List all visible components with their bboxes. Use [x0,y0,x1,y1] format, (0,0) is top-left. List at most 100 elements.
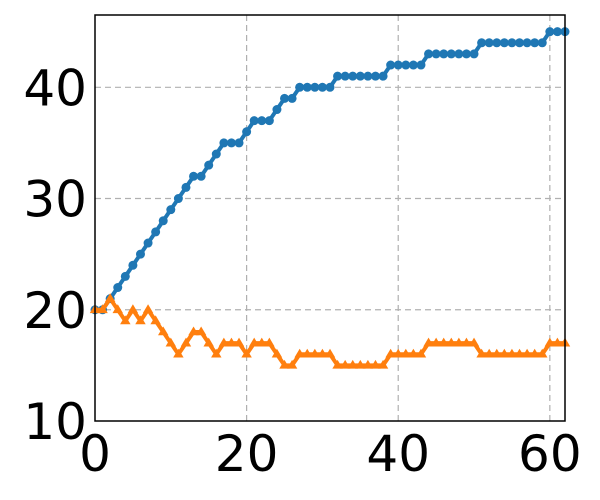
data-point [537,38,547,48]
data-point [514,348,525,358]
data-point [195,326,207,336]
data-point [127,304,139,314]
data-point [325,82,335,92]
data-point [424,49,434,59]
data-point [309,348,321,358]
data-point [469,49,479,59]
data-point [150,315,161,325]
data-point [173,348,184,358]
data-point [552,27,562,37]
data-point [491,348,502,358]
data-point [249,116,259,126]
data-point [120,271,130,281]
data-point [362,359,374,369]
data-point [461,49,471,59]
data-point [454,49,464,59]
data-point [423,337,434,347]
data-point [158,326,169,336]
data-point [348,71,358,81]
data-point [468,337,480,347]
data-point [242,127,252,137]
data-point [347,359,358,369]
data-point [431,49,441,59]
x-tick-label: 20 [215,425,279,483]
data-point [189,171,199,181]
data-point [415,348,427,358]
series-1 [90,27,570,315]
data-point [151,227,161,237]
data-point [264,337,275,347]
data-point [188,326,199,336]
data-point [521,348,533,358]
x-tick-label: 40 [366,425,430,483]
y-tick-label: 20 [23,282,87,340]
data-point [241,348,252,358]
data-point [248,337,260,347]
data-point [355,359,366,369]
data-point [180,337,192,347]
data-point [143,238,153,248]
data-point [264,116,274,126]
data-point [522,38,532,48]
data-point [234,138,244,148]
data-point [271,348,283,358]
series-layer [89,27,571,369]
data-point [453,337,465,347]
data-point [386,60,396,70]
data-point [158,216,168,226]
data-point [113,283,123,293]
y-tick-label: 30 [23,171,87,229]
data-point [461,337,472,347]
data-point [537,348,548,358]
data-point [515,38,525,48]
data-point [272,105,282,115]
data-point [477,38,487,48]
data-point [499,38,509,48]
data-point [211,348,222,358]
data-point [339,359,351,369]
data-point [287,93,297,103]
data-point [173,194,183,204]
data-point [484,38,494,48]
data-point [203,337,214,347]
data-point [378,71,388,81]
data-point [317,348,328,358]
data-point [400,348,412,358]
data-point [226,337,237,347]
data-point [302,82,312,92]
data-point [476,348,487,358]
y-tick-label: 40 [23,59,87,117]
data-point [165,337,177,347]
data-point [401,60,411,70]
data-point [256,337,267,347]
data-point [128,260,138,270]
y-tick-label: 10 [23,393,87,451]
data-point [211,149,221,159]
data-point [218,337,230,347]
data-point [120,315,131,325]
data-point [142,304,154,314]
data-point [317,82,327,92]
data-point [492,38,502,48]
data-point [552,337,563,347]
data-point [393,60,403,70]
data-point [483,348,495,358]
data-point [332,359,343,369]
data-point [506,348,518,358]
data-point [408,348,419,358]
data-point [135,249,145,259]
data-point [181,182,191,192]
data-point [446,337,457,347]
data-point [370,359,381,369]
data-point [544,337,556,347]
data-point [430,337,442,347]
data-point [302,348,313,358]
data-point [507,38,517,48]
data-point [393,348,404,358]
data-point [295,82,305,92]
data-point [135,315,146,325]
data-point [446,49,456,59]
data-point [408,60,418,70]
data-point [355,71,365,81]
